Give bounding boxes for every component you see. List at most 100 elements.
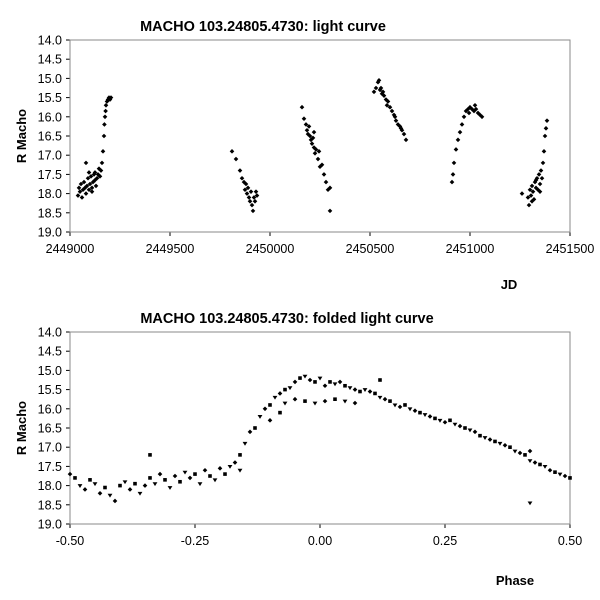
data-point — [86, 187, 92, 193]
data-point — [93, 183, 99, 189]
data-point — [542, 464, 548, 469]
data-point — [540, 160, 546, 166]
data-point — [92, 170, 98, 175]
data-points — [75, 78, 550, 214]
data-point — [227, 464, 233, 469]
data-point — [538, 168, 544, 173]
data-point — [239, 175, 245, 181]
data-point — [442, 419, 448, 425]
chart-title: MACHO 103.24805.4730: light curve — [140, 19, 386, 35]
data-point — [312, 150, 318, 156]
data-point — [407, 407, 413, 412]
data-point — [523, 453, 527, 457]
data-point — [254, 193, 260, 198]
data-point — [89, 189, 95, 194]
data-point — [157, 471, 163, 477]
data-point — [182, 470, 188, 475]
plot-frame — [69, 39, 571, 233]
data-point — [248, 189, 254, 194]
data-point — [242, 441, 248, 446]
data-point — [497, 441, 503, 446]
x-tick-label: 2450500 — [346, 242, 395, 256]
data-point — [531, 197, 537, 202]
x-tick-label: 0.50 — [558, 534, 582, 548]
data-point — [352, 387, 358, 392]
data-point — [233, 156, 239, 162]
data-point — [217, 466, 223, 471]
data-point — [278, 410, 282, 415]
data-point — [535, 187, 541, 193]
data-point — [493, 439, 497, 444]
tick-labels: 14.0 14.5 15.0 15.5 16.0 16.5 17.0 17.5 18.0 18.5… — [38, 326, 583, 549]
data-point — [197, 482, 203, 487]
data-point — [397, 404, 403, 410]
data-point — [312, 401, 318, 406]
data-point — [319, 162, 325, 168]
data-point — [403, 137, 409, 143]
data-point — [568, 476, 572, 480]
data-point — [305, 131, 311, 137]
data-point — [309, 141, 315, 146]
data-point — [388, 399, 392, 403]
data-point — [118, 483, 122, 488]
y-tick-label: 19.0 — [38, 226, 62, 240]
light-curve-chart: MACHO 103.24805.4730: light curve R Mach… — [14, 19, 594, 292]
data-point — [253, 189, 259, 194]
data-point — [223, 472, 227, 476]
folded-light-curve-chart: MACHO 103.24805.4730: folded light curve… — [14, 311, 582, 588]
data-point — [103, 102, 109, 108]
data-point — [202, 467, 208, 473]
data-point — [247, 198, 253, 204]
data-point — [96, 166, 102, 171]
data-point — [530, 189, 536, 194]
data-point — [536, 172, 542, 177]
data-point — [75, 193, 81, 198]
data-point — [268, 403, 272, 407]
data-point — [422, 413, 428, 417]
data-point — [282, 401, 288, 406]
data-point — [401, 131, 407, 137]
data-point — [262, 406, 268, 412]
data-point — [229, 149, 235, 154]
y-tick-label: 16.5 — [38, 130, 62, 144]
x-axis-label: Phase — [496, 573, 534, 588]
data-point — [313, 147, 319, 152]
data-point — [457, 129, 463, 135]
data-point — [167, 486, 173, 490]
data-point — [299, 104, 305, 110]
x-tick-label: 2449000 — [46, 242, 95, 256]
data-point — [526, 202, 532, 208]
data-point — [323, 179, 329, 185]
data-point — [457, 423, 463, 429]
data-point — [77, 189, 83, 194]
data-point — [557, 472, 563, 477]
y-tick-label: 14.0 — [38, 326, 62, 340]
y-tick-label: 15.5 — [38, 91, 62, 105]
data-point — [172, 473, 178, 479]
data-point — [538, 462, 542, 467]
data-point — [367, 389, 373, 394]
data-point — [433, 416, 437, 421]
data-point — [102, 114, 108, 120]
data-point — [382, 396, 388, 402]
data-point — [302, 374, 308, 379]
data-point — [412, 408, 418, 414]
data-point — [387, 104, 393, 110]
data-point — [100, 149, 106, 154]
data-point — [122, 480, 128, 485]
x-tick-label: 0.00 — [308, 534, 332, 548]
data-point — [277, 391, 283, 396]
data-point — [525, 195, 531, 200]
data-point — [84, 183, 90, 189]
data-point — [272, 395, 278, 400]
data-point — [107, 493, 113, 498]
data-point — [247, 429, 253, 435]
x-tick-label: -0.25 — [181, 534, 210, 548]
data-point — [316, 149, 322, 154]
data-point — [534, 175, 540, 181]
y-tick-label: 18.0 — [38, 479, 62, 493]
y-tick-label: 16.5 — [38, 422, 62, 436]
data-point — [67, 471, 73, 477]
data-point — [532, 179, 538, 185]
x-tick-label: 2449500 — [146, 242, 195, 256]
